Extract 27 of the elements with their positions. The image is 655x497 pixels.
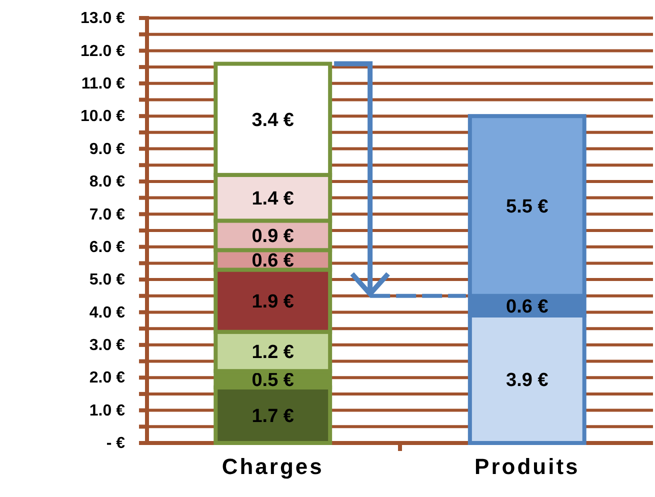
data-label: 1.2 €: [252, 342, 294, 364]
y-tick-label: - €: [106, 435, 126, 452]
x-tick-label: Charges: [222, 454, 324, 479]
data-label: 1.4 €: [252, 188, 294, 210]
y-tick-label: 11.0 €: [81, 76, 126, 93]
data-label: 0.6 €: [506, 296, 549, 318]
y-tick-label: 12.0 €: [80, 42, 126, 60]
y-tick-label: 10.0 €: [80, 108, 126, 126]
data-label: 0.6 €: [252, 250, 294, 272]
y-tick-label: 2.0 €: [89, 370, 126, 387]
y-tick-label: 8.0 €: [89, 174, 126, 191]
y-tick-label: 3.0 €: [89, 337, 126, 354]
y-tick-label: 9.0 €: [89, 140, 126, 158]
data-label: 0.5 €: [252, 370, 294, 391]
y-tick-label: 6.0 €: [89, 238, 126, 256]
y-tick-label: 7.0 €: [89, 206, 126, 224]
data-label: 3.9 €: [506, 370, 549, 391]
data-label: 0.9 €: [252, 226, 294, 248]
data-label: 1.9 €: [252, 291, 294, 312]
y-tick-label: 4.0 €: [89, 304, 126, 322]
x-tick-label: Produits: [474, 454, 580, 479]
y-tick-label: 5.0 €: [89, 272, 126, 289]
y-tick-label: 13.0 €: [80, 10, 126, 28]
data-label: 1.7 €: [252, 406, 294, 427]
y-tick-label: 1.0 €: [89, 402, 126, 420]
data-label: 3.4 €: [252, 110, 294, 131]
data-label: 5.5 €: [506, 196, 549, 218]
